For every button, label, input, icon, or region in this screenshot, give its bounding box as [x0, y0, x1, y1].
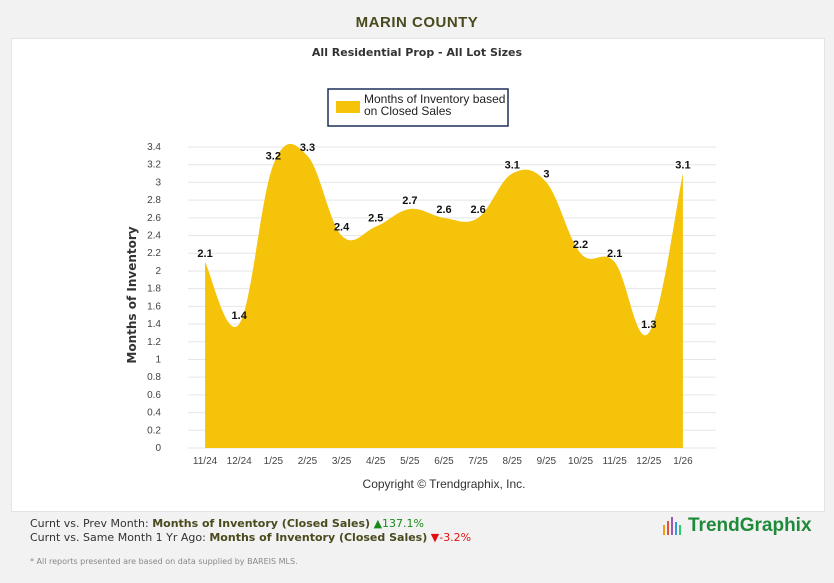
data-label: 1.4 [232, 310, 248, 322]
y-tick-label: 2.2 [147, 248, 161, 259]
y-tick-label: 2.4 [147, 231, 161, 242]
x-tick-label: 12/24 [227, 456, 252, 467]
legend-swatch [336, 101, 360, 113]
data-label: 2.1 [607, 248, 622, 260]
x-tick-label: 9/25 [537, 456, 557, 467]
data-label: 1.3 [641, 319, 656, 331]
comparison-metric: Months of Inventory (Closed Sales) [152, 517, 371, 530]
data-label: 2.7 [402, 195, 417, 207]
chart-credit: Copyright © Trendgraphix, Inc. [363, 477, 526, 491]
comparison-label: Curnt vs. Same Month 1 Yr Ago: [30, 531, 206, 544]
logo-bars-icon [663, 517, 681, 535]
y-tick-label: 0.6 [147, 390, 161, 401]
x-tick-label: 3/25 [332, 456, 352, 467]
comparison-metric: Months of Inventory (Closed Sales) [209, 531, 428, 544]
data-label: 2.6 [470, 204, 485, 216]
legend[interactable]: Months of Inventory based on Closed Sale… [327, 88, 509, 127]
x-tick-label: 6/25 [434, 456, 454, 467]
data-label: 2.2 [573, 239, 588, 251]
x-tick-label: 5/25 [400, 456, 420, 467]
y-tick-label: 1.8 [147, 284, 161, 295]
page-title: MARIN COUNTY [355, 14, 479, 31]
data-label: 3.2 [266, 151, 281, 163]
x-tick-label: 1/25 [264, 456, 284, 467]
x-tick-label: 4/25 [366, 456, 386, 467]
y-tick-label: 1 [155, 354, 161, 365]
x-tick-label: 12/25 [636, 456, 661, 467]
chart-title: All Residential Prop - All Lot Sizes [312, 46, 523, 59]
x-tick-label: 11/24 [193, 456, 218, 467]
series-area [205, 143, 683, 449]
data-label: 2.4 [334, 222, 350, 234]
comparison-label: Curnt vs. Prev Month: [30, 517, 149, 530]
x-tick-label: 7/25 [468, 456, 488, 467]
y-tick-label: 0.8 [147, 372, 161, 383]
x-tick-label: 11/25 [603, 456, 628, 467]
data-label: 3.1 [675, 160, 690, 172]
data-label: 2.6 [436, 204, 451, 216]
legend-label-2: on Closed Sales [364, 104, 451, 118]
x-tick-label: 10/25 [568, 456, 593, 467]
data-label: 3 [543, 168, 549, 180]
data-label: 3.3 [300, 142, 315, 154]
y-tick-label: 2 [155, 266, 161, 277]
y-tick-label: 2.6 [147, 213, 161, 224]
y-tick-label: 0 [155, 443, 161, 454]
y-tick-label: 2.8 [147, 195, 161, 206]
comparison-year-ago: Curnt vs. Same Month 1 Yr Ago: Months of… [30, 531, 471, 544]
data-label: 2.5 [368, 213, 383, 225]
up-arrow-icon: ▲ [373, 517, 383, 530]
y-tick-label: 1.2 [147, 337, 161, 348]
y-tick-label: 3.4 [147, 142, 161, 153]
x-tick-label: 1/26 [673, 456, 693, 467]
y-tick-label: 0.4 [147, 408, 161, 419]
y-tick-label: 1.6 [147, 301, 161, 312]
x-tick-label: 2/25 [298, 456, 318, 467]
y-axis-label: Months of Inventory [125, 226, 139, 363]
data-label: 3.1 [505, 160, 520, 172]
x-tick-label: 8/25 [503, 456, 523, 467]
trendgraphix-logo: TrendGraphix [662, 515, 812, 537]
y-tick-label: 3 [155, 177, 161, 188]
comparison-prev-month: Curnt vs. Prev Month: Months of Inventor… [30, 517, 424, 530]
y-tick-label: 1.4 [147, 319, 161, 330]
down-arrow-icon: ▼ [430, 531, 440, 544]
y-tick-label: 3.2 [147, 160, 161, 171]
legend-label-1: Months of Inventory based [364, 92, 505, 106]
change-value: 137.1% [382, 517, 424, 530]
y-tick-label: 0.2 [147, 425, 161, 436]
change-value: -3.2% [439, 531, 472, 544]
data-source-note: * All reports presented are based on dat… [30, 557, 298, 566]
data-label: 2.1 [197, 248, 212, 260]
